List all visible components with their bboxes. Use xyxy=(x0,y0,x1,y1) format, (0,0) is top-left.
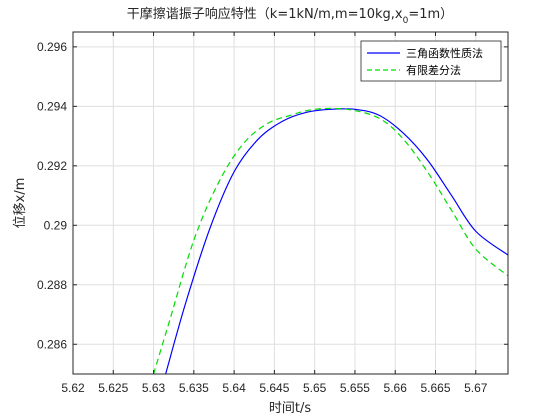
legend-box xyxy=(360,40,502,82)
axes-box xyxy=(72,31,509,375)
y-tick-label: 0.296 xyxy=(37,40,67,54)
series-line-1 xyxy=(165,108,508,374)
series-group xyxy=(152,107,508,374)
chart-title-tail: =1m） xyxy=(408,7,453,22)
legend: 三角函数性质法 有限差分法 xyxy=(360,40,502,82)
x-tick-label: 5.625 xyxy=(98,381,128,395)
x-tick-label: 5.665 xyxy=(420,381,450,395)
x-tick-label: 5.635 xyxy=(179,381,209,395)
legend-label-series-2: 有限差分法 xyxy=(406,63,461,77)
y-tick-labels: 0.286 0.288 0.29 0.292 0.294 0.296 xyxy=(37,40,67,351)
plot-area xyxy=(73,32,508,374)
chart-title: 干摩擦谐振子响应特性（k=1kN/m,m=10kg,x0=1m） xyxy=(127,6,453,26)
y-tick-label: 0.29 xyxy=(44,218,68,232)
series-line-2 xyxy=(152,107,508,374)
chart-title-main: 干摩擦谐振子响应特性（k=1kN/m,m=10kg,x xyxy=(127,6,403,22)
x-tick-label: 5.63 xyxy=(142,381,166,395)
legend-label-series-1: 三角函数性质法 xyxy=(406,46,483,60)
x-tick-label: 5.62 xyxy=(61,381,85,395)
chart-title-subscript: 0 xyxy=(403,16,409,26)
y-tick-label: 0.286 xyxy=(37,337,67,351)
ticks xyxy=(72,32,508,374)
x-axis-label: 时间t/s xyxy=(269,401,311,416)
x-tick-label: 5.655 xyxy=(340,381,370,395)
x-tick-label: 5.645 xyxy=(259,381,289,395)
x-tick-label: 5.65 xyxy=(303,381,327,395)
x-tick-labels: 5.62 5.625 5.63 5.635 5.64 5.645 5.65 5.655 5.66… xyxy=(61,381,487,395)
grid xyxy=(72,32,508,374)
y-axis-label: 位移x/m xyxy=(13,178,28,229)
x-tick-label: 5.67 xyxy=(464,381,488,395)
x-tick-label: 5.66 xyxy=(384,381,408,395)
x-tick-label: 5.64 xyxy=(222,381,246,395)
y-tick-label: 0.294 xyxy=(37,99,67,113)
y-tick-label: 0.288 xyxy=(37,278,67,292)
y-tick-label: 0.292 xyxy=(37,159,67,173)
